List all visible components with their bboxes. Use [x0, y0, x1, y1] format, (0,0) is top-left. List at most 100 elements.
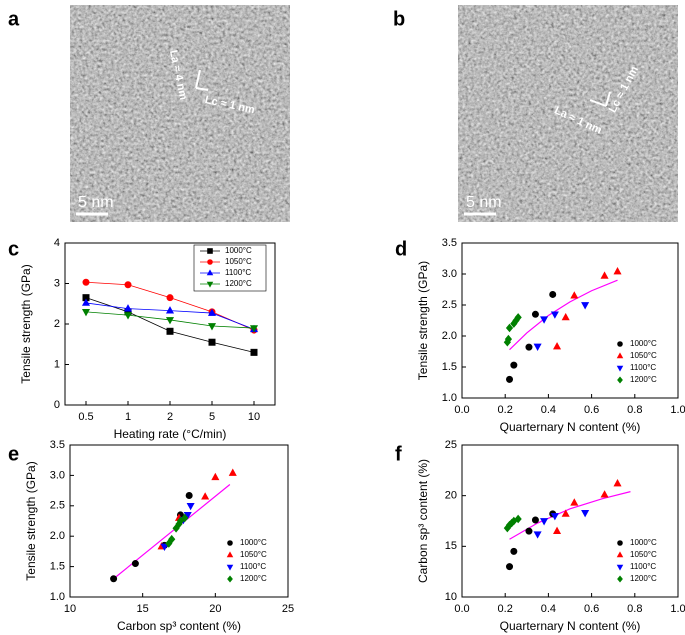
legend-label: 1050°C [630, 550, 657, 559]
x-tick-label: 0.4 [541, 603, 556, 615]
marker [123, 312, 133, 320]
x-tick-label: 0.5 [78, 411, 93, 423]
marker [81, 308, 91, 317]
legend-label: 1200°C [225, 279, 252, 288]
marker [531, 516, 539, 524]
x-tick-label: 0.2 [498, 404, 513, 416]
plot-frame [461, 242, 679, 399]
plot-frame [461, 444, 679, 598]
x-tick-label: 1.0 [670, 603, 685, 615]
marker [249, 325, 259, 333]
legend-marker [207, 259, 213, 265]
x-tick-label: 0.8 [627, 404, 642, 416]
marker [165, 306, 175, 314]
marker [581, 302, 590, 310]
marker [211, 472, 220, 481]
marker [613, 479, 622, 487]
marker [166, 294, 174, 302]
y-tick-label: 1.5 [442, 361, 457, 373]
legend-marker [227, 540, 233, 546]
marker [181, 513, 189, 523]
marker [533, 343, 542, 352]
y-tick-label: 0 [54, 399, 60, 411]
legend-label: 1100°C [240, 562, 266, 571]
x-tick-label: 0.6 [584, 603, 599, 615]
marker [228, 468, 237, 476]
marker [540, 518, 549, 526]
x-tick-label: 0.0 [454, 603, 469, 615]
x-axis-label: Quarternary N content (%) [500, 420, 641, 434]
marker [82, 278, 90, 286]
marker [550, 311, 559, 319]
x-tick-label: 15 [137, 603, 149, 615]
legend-label: 1050°C [225, 257, 252, 266]
x-axis-label: Carbon sp³ content (%) [117, 619, 241, 633]
marker [110, 575, 118, 583]
marker [550, 513, 559, 521]
y-axis-label: Carbon sp³ content (%) [416, 459, 430, 583]
marker [553, 342, 562, 350]
marker [186, 502, 195, 511]
marker [600, 490, 609, 498]
legend-marker [617, 575, 623, 583]
marker [600, 271, 609, 279]
marker [510, 547, 518, 555]
y-tick-label: 3.5 [50, 439, 65, 451]
legend-label: 1100°C [225, 268, 251, 277]
x-tick-label: 25 [282, 603, 294, 615]
marker [525, 527, 533, 535]
y-tick-label: 2.0 [50, 530, 65, 542]
x-tick-label: 0.4 [541, 404, 556, 416]
marker [168, 534, 176, 544]
marker [613, 267, 622, 275]
annotation-line [195, 69, 201, 89]
legend-label: 1200°C [630, 574, 657, 583]
marker [504, 334, 513, 344]
y-tick-label: 1.0 [50, 591, 65, 603]
scale-label: 5 nm [466, 194, 502, 211]
y-tick-label: 2.5 [442, 299, 457, 311]
x-tick-label: 5 [209, 411, 215, 423]
y-tick-label: 1 [54, 358, 60, 370]
marker [525, 343, 533, 351]
y-tick-label: 2.0 [442, 330, 457, 342]
y-tick-label: 1.0 [442, 392, 457, 404]
marker [581, 510, 590, 518]
fit-line [113, 484, 231, 580]
legend-label: 1100°C [630, 363, 656, 372]
x-tick-label: 1.0 [670, 404, 685, 416]
y-tick-label: 10 [445, 591, 457, 603]
marker [207, 308, 217, 316]
annotation-line [195, 87, 209, 91]
legend-label: 1000°C [225, 246, 252, 255]
y-tick-label: 20 [445, 490, 457, 502]
marker [131, 560, 139, 568]
legend-marker [206, 281, 214, 288]
tem-texture [70, 5, 290, 222]
marker [533, 531, 542, 539]
y-tick-label: 3.0 [442, 268, 457, 280]
x-tick-label: 0.8 [627, 603, 642, 615]
legend-marker [616, 352, 624, 359]
marker [540, 316, 549, 324]
marker [250, 348, 258, 356]
panel-label: c [8, 238, 19, 260]
marker [553, 526, 562, 534]
marker [185, 491, 193, 499]
y-tick-label: 2 [54, 318, 60, 330]
y-axis-label: Tensile strength (GPa) [19, 264, 33, 383]
legend-marker [616, 564, 624, 571]
annotation-line [605, 91, 611, 107]
marker [514, 313, 522, 322]
marker [505, 323, 514, 333]
marker [510, 361, 518, 369]
x-axis-label: Quarternary N content (%) [500, 619, 641, 633]
legend-marker [206, 269, 214, 276]
marker [165, 317, 175, 325]
marker [166, 327, 174, 335]
x-tick-label: 0.0 [454, 404, 469, 416]
y-axis-label: Tensile strength (GPa) [24, 461, 38, 580]
y-tick-label: 3 [54, 277, 60, 289]
legend-label: 1100°C [630, 562, 656, 571]
tem-texture [458, 5, 678, 222]
